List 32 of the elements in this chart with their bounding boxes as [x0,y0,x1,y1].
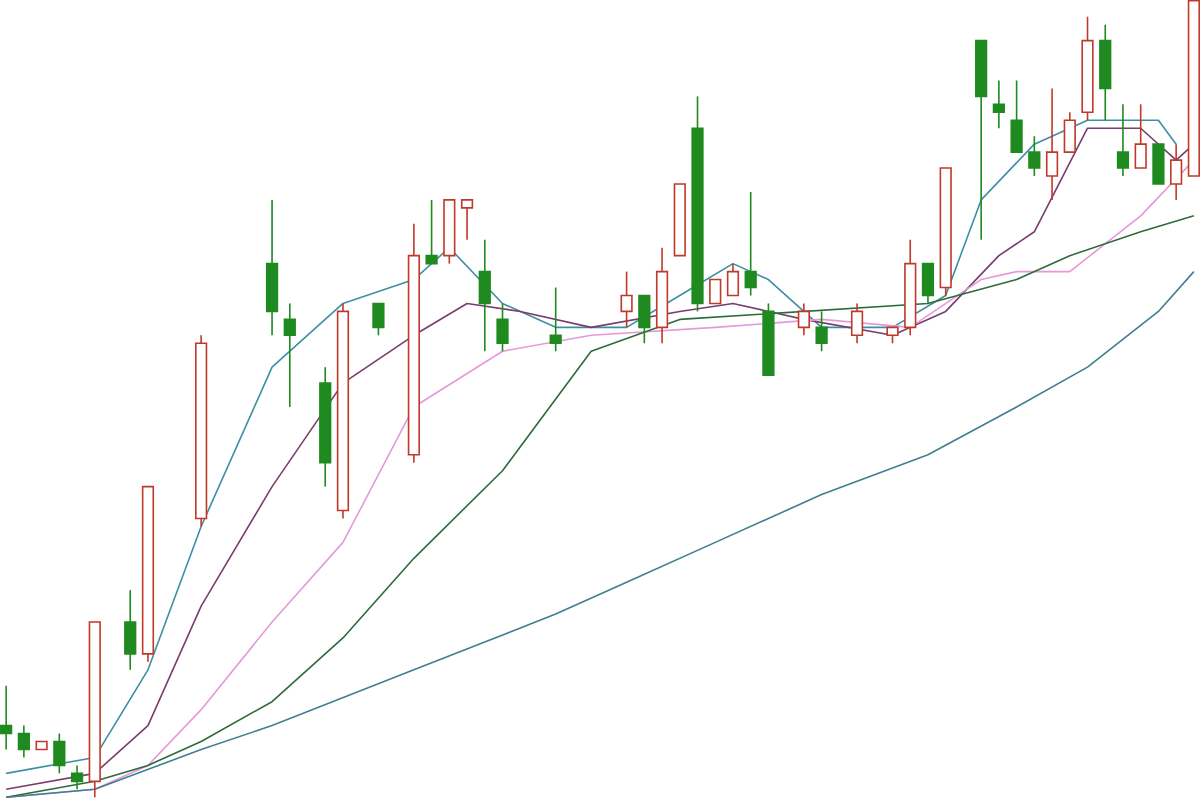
candlestick [17,724,30,759]
candlestick [1134,103,1147,169]
candlestick [797,302,811,337]
candlestick [1152,143,1165,185]
candlestick [478,238,491,353]
candlestick [0,684,13,751]
candlestick [726,262,740,297]
candlestick [549,286,562,353]
candlestick [1045,87,1059,201]
candlestick [425,199,438,265]
candlestick [70,764,84,791]
candlestick [744,191,757,297]
candlestick [992,79,1006,130]
candlestick [53,732,66,775]
candlestick [638,294,651,345]
candlestick [620,270,633,329]
candlestick [496,302,509,353]
candlestick [1170,143,1183,201]
candlestick [709,278,722,305]
candlestick [921,262,935,305]
candlestick [124,589,137,671]
candlestick [265,199,279,337]
candlestick [1010,79,1023,153]
candlestick [815,310,828,353]
candlestick [1116,103,1130,177]
candlestick [460,199,474,241]
candlestick [1063,111,1076,153]
candlestick [850,302,864,345]
candlestick [1028,135,1041,177]
candlestick [1099,23,1112,122]
candlestick [372,302,385,337]
candlestick [283,302,296,408]
